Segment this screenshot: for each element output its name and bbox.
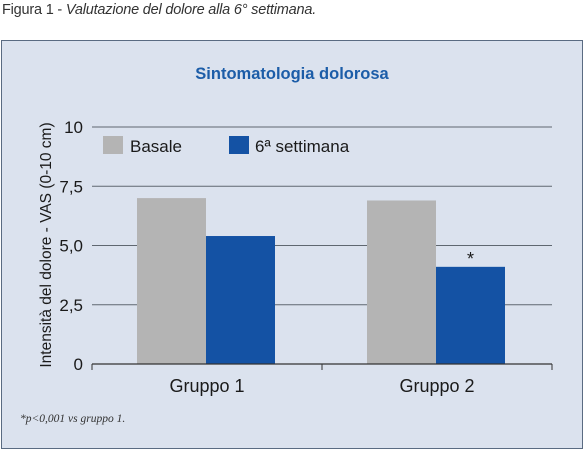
x-category-label: Gruppo 1 — [169, 376, 244, 396]
legend: Basale 6ª settimana — [103, 136, 350, 156]
bar-basale-gruppo-2 — [367, 200, 436, 364]
bar-basale-gruppo-1 — [137, 198, 206, 364]
y-tick-label: 10 — [64, 118, 83, 137]
y-tick-label: 7,5 — [59, 177, 83, 196]
x-category-label: Gruppo 2 — [399, 376, 474, 396]
caption-prefix: Figura 1 - — [2, 2, 66, 18]
chart-panel — [1, 40, 583, 449]
y-tick-label: 2,5 — [59, 296, 83, 315]
caption-text: Valutazione del dolore alla 6° settimana… — [65, 2, 317, 18]
legend-label-6-settimana: 6ª settimana — [255, 137, 350, 156]
y-axis-title: Intensità del dolore - VAS (0-10 cm) — [38, 122, 55, 367]
bar-6-settimana-gruppo-1 — [206, 236, 275, 364]
legend-swatch-6-settimana — [229, 136, 249, 154]
y-tick-label: 0 — [74, 355, 83, 374]
legend-label-basale: Basale — [130, 137, 182, 156]
significance-asterisk: * — [467, 249, 474, 269]
x-axis — [91, 363, 553, 370]
chart-title: Sintomatologia dolorosa — [195, 65, 389, 83]
figure-caption: Figura 1 - Valutazione del dolore alla 6… — [2, 2, 316, 18]
annotations: * — [467, 249, 474, 269]
y-tick-labels: 0 2,5 5,0 7,5 10 — [59, 118, 83, 374]
legend-swatch-basale — [103, 136, 123, 154]
bars — [137, 198, 505, 364]
x-category-labels: Gruppo 1 Gruppo 2 — [169, 376, 474, 396]
footnote: *p<0,001 vs gruppo 1. — [20, 413, 126, 425]
y-tick-label: 5,0 — [59, 237, 83, 256]
bar-6-settimana-gruppo-2 — [436, 266, 505, 364]
